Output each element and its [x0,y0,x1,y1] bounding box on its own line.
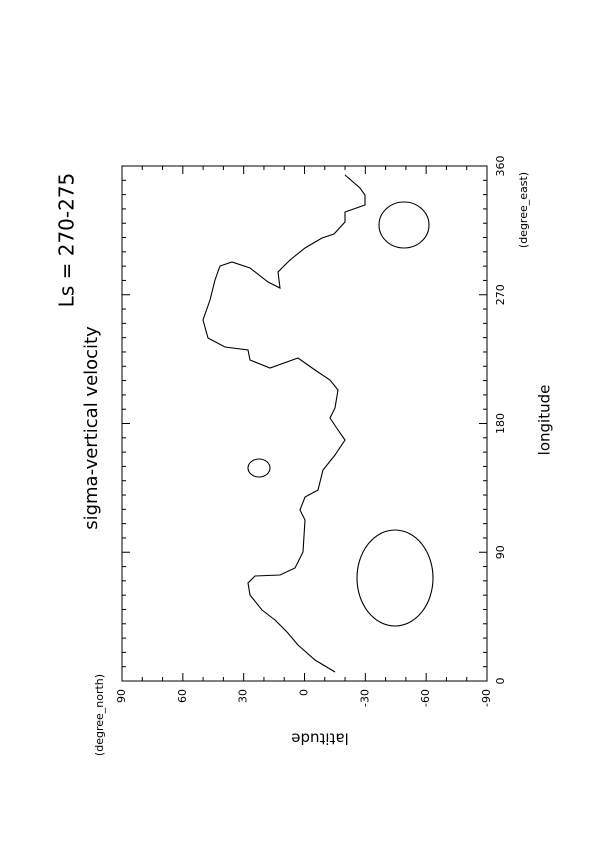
plot-border [121,165,488,682]
y-axis-unit: (degree_north) [93,674,106,756]
contour-loop [378,201,430,249]
x-tick-label: 0 [494,678,507,685]
y-tick-label: 60 [176,689,189,703]
x-tick-label: 180 [494,413,507,434]
x-tick-label: 90 [494,545,507,559]
y-tick-label: -30 [358,689,371,707]
y-tick-label: -90 [480,689,493,707]
contour-loop [356,529,434,627]
contour-line [202,174,366,673]
plot-frame: Ls = 270-275 sigma-vertical velocity lon… [55,156,554,757]
y-tick-label: -60 [419,689,432,707]
y-axis-label: latitude [291,730,349,748]
y-tick-label: 30 [237,689,250,703]
x-axis-unit: (degree_east) [517,172,530,248]
x-tick-label: 270 [494,284,507,305]
y-tick-label: 90 [115,689,128,703]
chart-title: Ls = 270-275 [55,173,79,308]
x-axis-label: longitude [536,385,554,456]
x-tick-label: 360 [494,156,507,177]
contour-loop [247,458,271,478]
y-tick-label: 0 [298,689,311,696]
chart-subtitle: sigma-vertical velocity [81,326,102,530]
